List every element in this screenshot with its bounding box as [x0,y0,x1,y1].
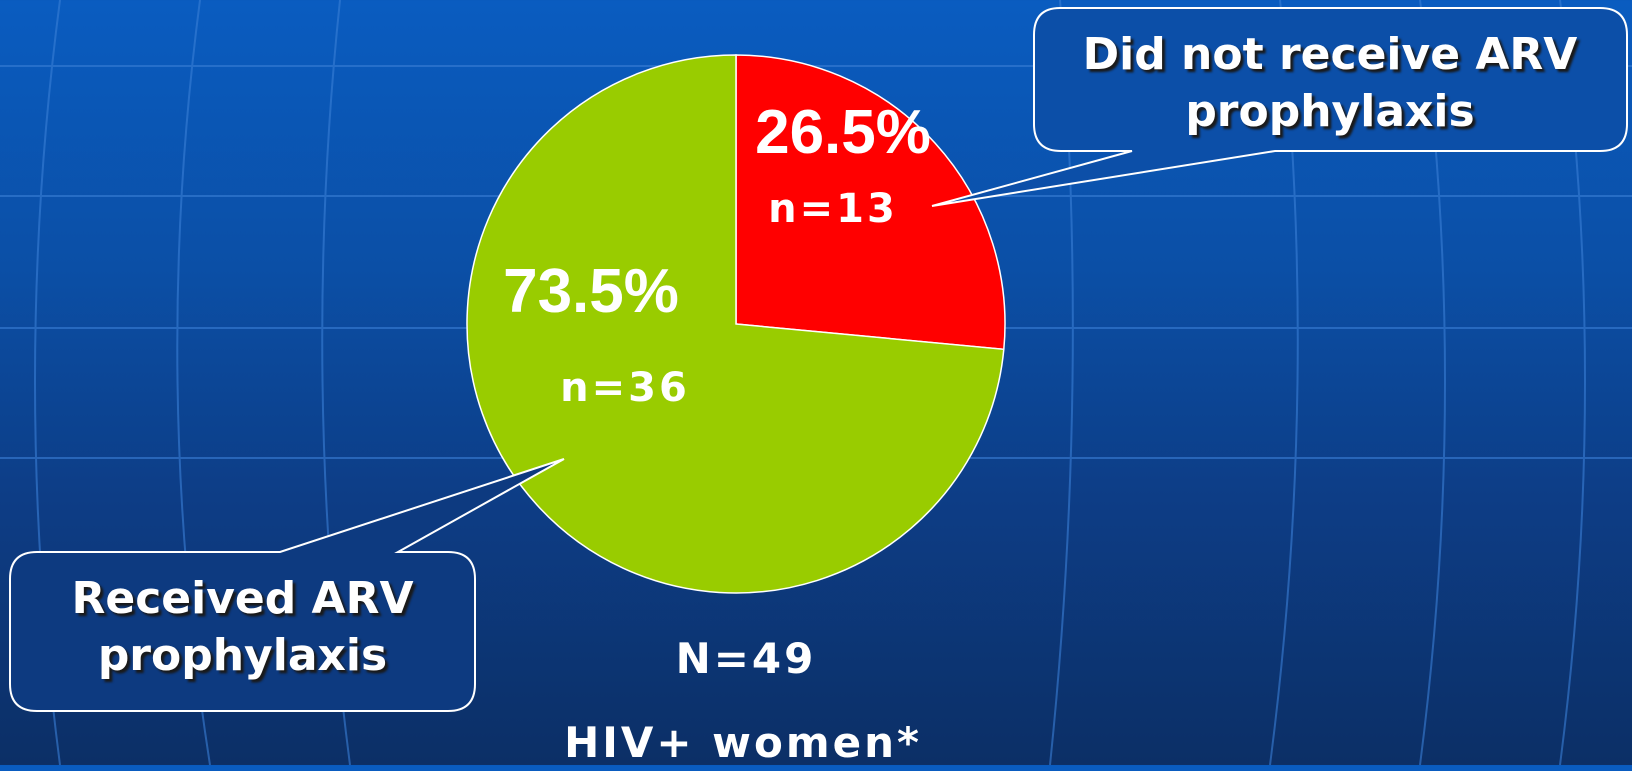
pie [466,54,1006,594]
annotation: N=49 [675,634,817,683]
callout-box [931,7,1628,207]
count-label: n=13 [768,186,898,232]
pie-slice [735,54,1006,351]
category-label: Received ARV prophylaxis [71,573,414,682]
value-label: 26.5% [755,98,931,167]
count-label: n=36 [560,365,690,411]
pie-slice [466,54,1005,594]
category-label: Did not receive ARV prophylaxis [1082,29,1578,138]
callout-box [9,458,565,712]
value-label: 73.5% [503,257,679,326]
annotation: HIV+ women* [564,718,922,767]
